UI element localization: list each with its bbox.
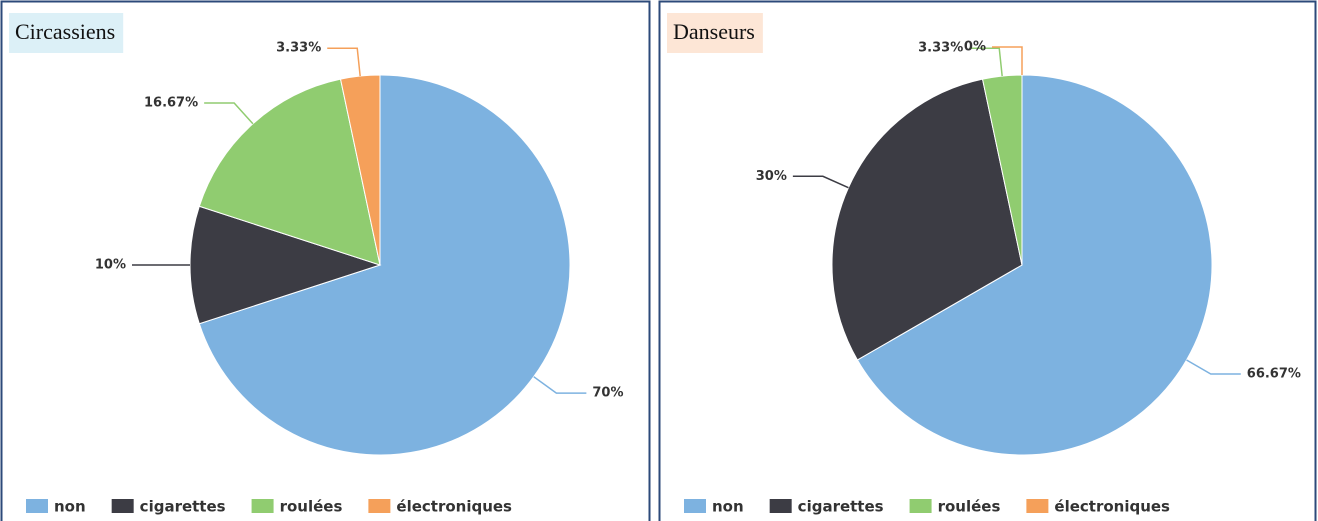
leader-line: [792, 175, 849, 189]
data-label: 70%: [592, 386, 623, 401]
legend-swatch: [368, 499, 391, 513]
legend-swatch: [1026, 499, 1049, 513]
pie-slice: [189, 205, 382, 325]
leader-line: [1186, 359, 1241, 375]
legend-label: cigarettes: [140, 498, 226, 516]
legend-swatch: [769, 499, 792, 513]
data-label: 30%: [756, 169, 787, 184]
leader-line: [992, 46, 1023, 75]
pie-slice: [339, 74, 381, 266]
legend-swatch: [251, 499, 274, 513]
leader-line: [969, 47, 1003, 77]
legend-label: non: [712, 498, 744, 516]
title-box: [667, 13, 763, 53]
pie-slice: [198, 74, 571, 456]
data-label: 66.67%: [1247, 367, 1301, 382]
data-label: 3.33%: [276, 41, 321, 56]
panel-border: [0, 0, 651, 521]
legend-label: électroniques: [1054, 498, 1170, 516]
legend-swatch: [909, 499, 932, 513]
legend-label: roulées: [938, 498, 1001, 516]
data-label: 16.67%: [144, 95, 198, 110]
leader-line: [533, 376, 587, 394]
legend-label: non: [54, 498, 86, 516]
panel-border: [658, 0, 1317, 521]
leader-line: [204, 102, 254, 125]
legend-label: roulées: [280, 498, 343, 516]
data-label: 0%: [964, 40, 986, 55]
leader-line: [327, 47, 361, 77]
title-box: [9, 13, 124, 53]
legend-swatch: [111, 499, 134, 513]
legend-label: électroniques: [396, 498, 512, 516]
legend-label: cigarettes: [798, 498, 884, 516]
chart-title: Circassiens: [15, 19, 115, 44]
data-label: 10%: [95, 258, 126, 273]
chart-title: Danseurs: [673, 19, 755, 44]
legend-swatch: [26, 499, 48, 513]
pie-slice: [856, 74, 1213, 456]
data-label: 3.33%: [918, 41, 963, 56]
legend-swatch: [684, 499, 706, 513]
